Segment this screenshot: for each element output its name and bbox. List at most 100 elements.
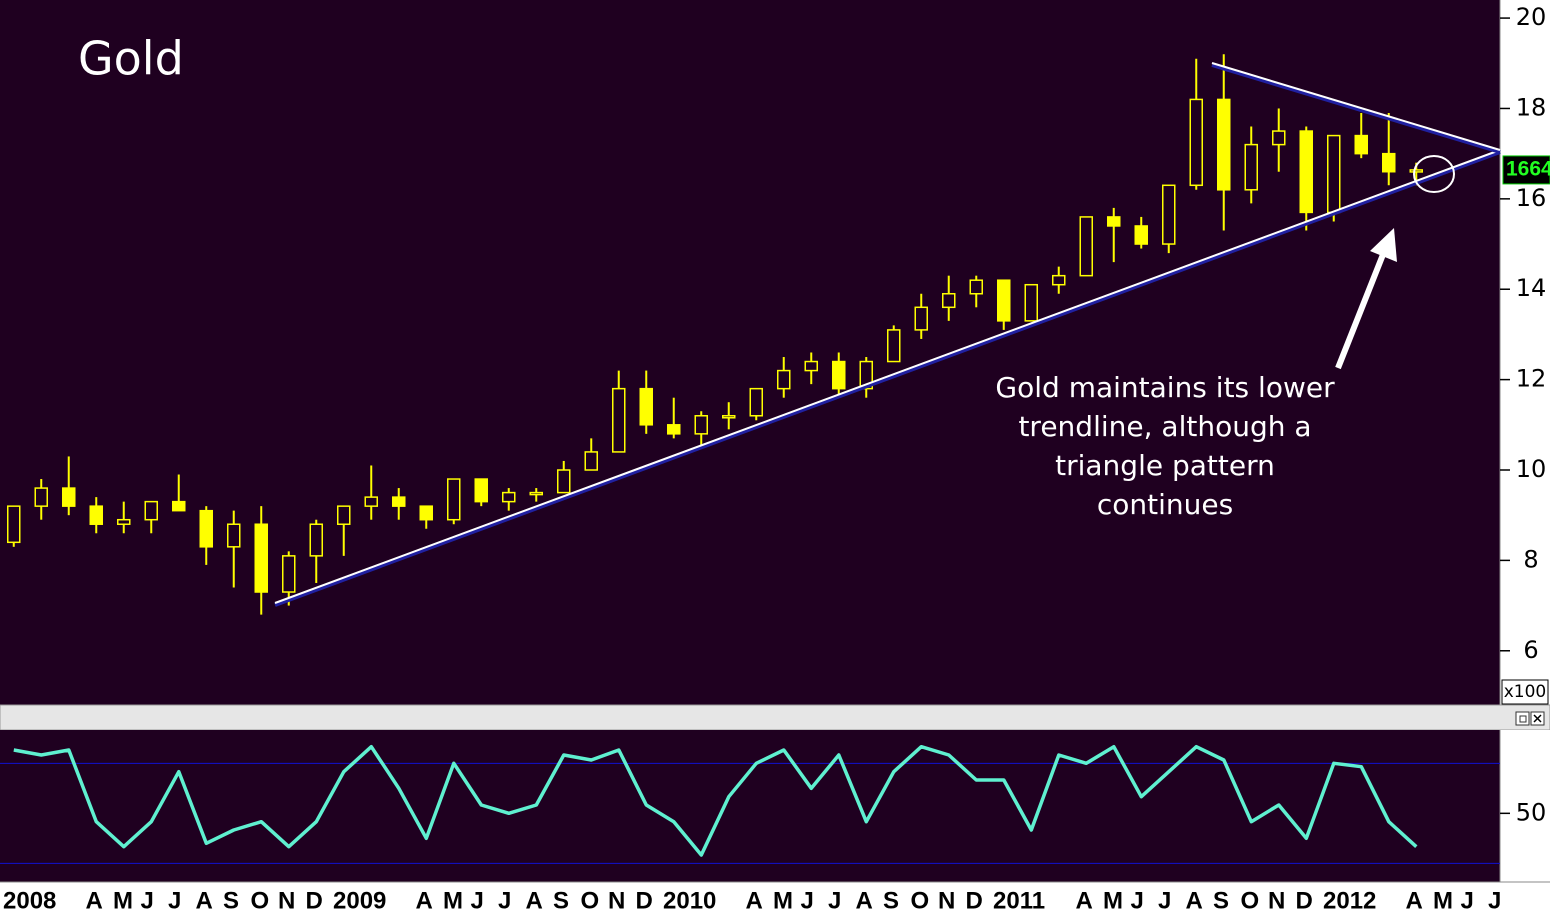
candle-body — [34, 487, 48, 507]
annotation-line: continues — [1097, 488, 1233, 521]
x-tick-label: N — [1268, 887, 1285, 914]
candle-body — [887, 329, 901, 363]
candle-body — [7, 505, 21, 544]
x-tick-label: J — [801, 887, 814, 914]
x-axis-area — [0, 882, 1550, 920]
candle-body — [172, 500, 186, 512]
x-tick-label: J — [1461, 887, 1474, 914]
x-tick-label: J — [141, 887, 154, 914]
candle-body — [1107, 216, 1121, 227]
candle-body — [474, 478, 488, 503]
candle-body — [199, 509, 213, 548]
candle-body — [1272, 130, 1286, 146]
x-tick-label: 2009 — [333, 887, 386, 914]
x-tick-label: A — [1406, 887, 1423, 914]
upper-trendline — [1211, 62, 1501, 151]
x-tick-label: S — [553, 887, 569, 914]
candle-body — [1409, 169, 1423, 173]
x-tick-label: A — [1076, 887, 1093, 914]
pane-separator — [0, 704, 1550, 731]
candle-body — [1162, 184, 1176, 245]
x-tick-label: D — [306, 887, 323, 914]
candle-body — [639, 387, 653, 426]
candle-body — [832, 360, 846, 390]
candle-body — [1217, 98, 1231, 191]
y-tick-label: 10 — [1516, 455, 1547, 483]
candle-body — [914, 306, 928, 331]
arrow-head — [1370, 228, 1397, 262]
candle-body — [1382, 152, 1396, 173]
x-tick-label: M — [1433, 887, 1453, 914]
x-tick-label: 2010 — [663, 887, 716, 914]
candle-body — [777, 369, 791, 390]
candle-body — [502, 491, 516, 503]
x-tick-label: A — [196, 887, 213, 914]
candle-body — [1134, 225, 1148, 245]
oscillator-axis-area — [1500, 730, 1550, 882]
close-icon — [1533, 714, 1542, 723]
x-tick-label: J — [1131, 887, 1144, 914]
candle-body — [227, 523, 241, 548]
candle-body — [282, 555, 296, 593]
maximize-button[interactable] — [1515, 711, 1530, 726]
candle-body — [364, 496, 378, 507]
annotation-line: triangle pattern — [1055, 449, 1275, 482]
candle-body — [667, 424, 681, 435]
x-tick-label: S — [1213, 887, 1229, 914]
x-tick-label: J — [828, 887, 841, 914]
candle-body — [1079, 216, 1093, 277]
x-tick-label: 2008 — [3, 887, 56, 914]
x-tick-label: A — [86, 887, 103, 914]
x-tick-label: N — [608, 887, 625, 914]
x-tick-label: J — [1488, 887, 1501, 914]
x-tick-label: A — [856, 887, 873, 914]
candle-body — [117, 518, 131, 525]
y-tick-label: 8 — [1523, 545, 1538, 573]
candle-body — [62, 487, 76, 507]
candle-body — [997, 279, 1011, 322]
x-tick-label: M — [443, 887, 463, 914]
x-tick-label: O — [1241, 887, 1260, 914]
x-tick-label: J — [498, 887, 511, 914]
candle-body — [447, 478, 461, 521]
candle-body — [722, 415, 736, 419]
candle-body — [859, 360, 873, 390]
candle-body — [612, 387, 626, 453]
maximize-icon — [1519, 715, 1527, 723]
x-tick-label: D — [966, 887, 983, 914]
x-tick-label: J — [471, 887, 484, 914]
last-price-label: 1664 — [1506, 157, 1550, 180]
candle-body — [254, 523, 268, 593]
x-tick-label: O — [581, 887, 600, 914]
x-tick-label: D — [636, 887, 653, 914]
candle-body — [1299, 130, 1313, 214]
candle-body — [89, 505, 103, 525]
candle-body — [529, 491, 543, 496]
x-tick-label: A — [746, 887, 763, 914]
candle-body — [942, 293, 956, 309]
candle-body — [309, 523, 323, 557]
trendline-shadow — [274, 150, 1501, 607]
annotation-line: Gold maintains its lower — [995, 371, 1335, 404]
x-tick-label: 2012 — [1323, 887, 1376, 914]
x-tick-label: M — [113, 887, 133, 914]
y-tick-label: 12 — [1516, 365, 1547, 393]
candle-body — [969, 279, 983, 295]
candle-body — [337, 505, 351, 525]
trendline-shadow — [1211, 63, 1501, 154]
x-tick-label: J — [168, 887, 181, 914]
annotation-line: trendline, although a — [1018, 410, 1311, 443]
candle-body — [749, 387, 763, 417]
candle-body — [804, 360, 818, 372]
candle-body — [419, 505, 433, 521]
candle-body — [1244, 143, 1258, 191]
unit-label: x100 — [1504, 682, 1547, 702]
x-tick-label: A — [416, 887, 433, 914]
x-tick-label: M — [1103, 887, 1123, 914]
x-tick-label: M — [773, 887, 793, 914]
x-tick-label: J — [1158, 887, 1171, 914]
oscillator-pane — [0, 730, 1500, 882]
candle-body — [392, 496, 406, 507]
candle-body — [1327, 134, 1341, 214]
